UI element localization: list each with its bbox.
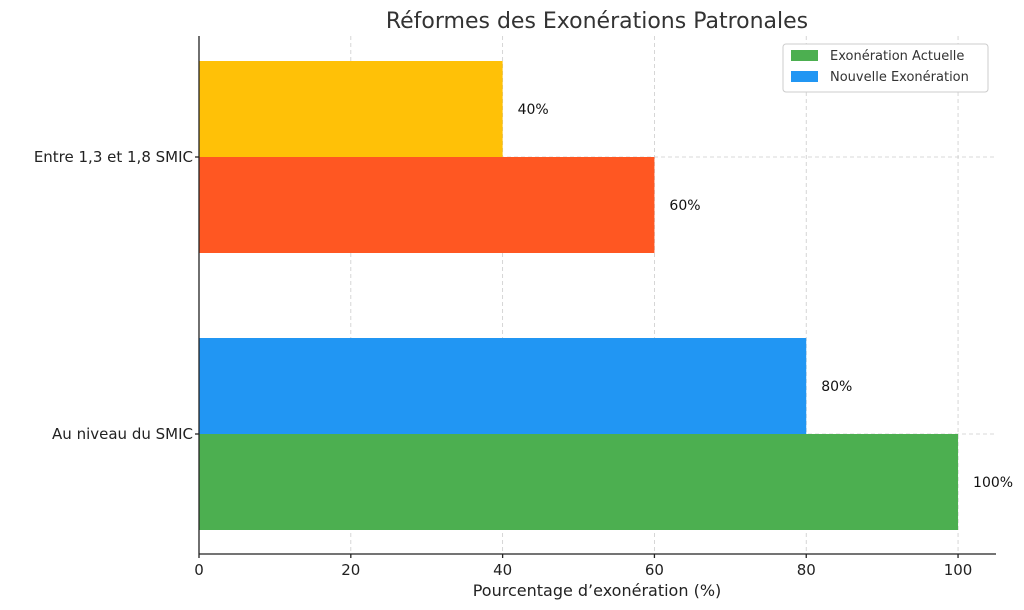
legend-label-current: Exonération Actuelle — [830, 49, 964, 64]
x-tick-label: 0 — [194, 561, 204, 579]
x-tick-label: 40 — [493, 561, 512, 579]
data-label: 40% — [518, 102, 549, 118]
x-tick-label: 100 — [944, 561, 973, 579]
legend-box — [782, 43, 989, 93]
x-tick-label: 80 — [797, 561, 816, 579]
axes: Au niveau du SMIC Entre 1,3 et 1,8 SMIC 0 2… — [34, 36, 996, 579]
legend: Exonération Actuelle Nouvelle Exonératio… — [782, 43, 989, 93]
legend-label-new: Nouvelle Exonération — [830, 70, 969, 85]
data-labels: 100% 80% 60% 40% — [518, 102, 1013, 491]
data-label: 100% — [973, 475, 1013, 491]
x-tick-label: 20 — [341, 561, 360, 579]
y-tick-label: Entre 1,3 et 1,8 SMIC — [34, 148, 193, 166]
chart-title: Réformes des Exonérations Patronales — [386, 9, 808, 34]
data-label: 60% — [669, 198, 700, 214]
x-axis-label: Pourcentage d’exonération (%) — [473, 581, 722, 600]
legend-swatch-new — [791, 71, 818, 82]
bar-new-0 — [199, 338, 807, 434]
data-label: 80% — [821, 379, 852, 395]
bar-current-0 — [199, 434, 959, 530]
legend-swatch-current — [791, 50, 818, 61]
bar-new-1 — [199, 61, 503, 157]
y-tick-label: Au niveau du SMIC — [52, 425, 193, 443]
x-tick-label: 60 — [645, 561, 664, 579]
bar-current-1 — [199, 157, 655, 253]
bars — [199, 61, 959, 530]
